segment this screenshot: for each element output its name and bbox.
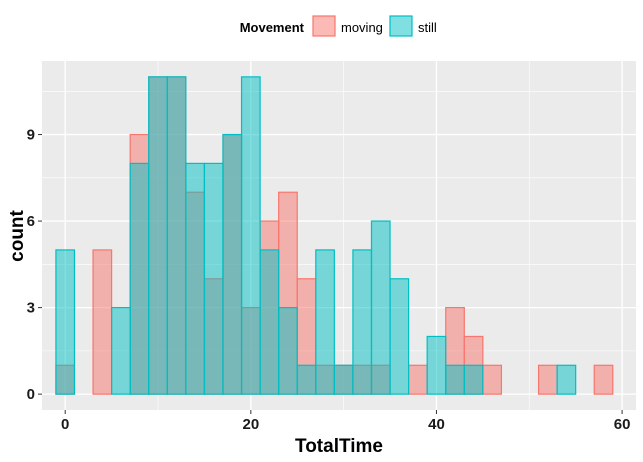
bar-still	[111, 307, 131, 395]
bar-still	[352, 249, 373, 395]
bar-still	[389, 278, 410, 395]
bar-moving	[537, 364, 558, 395]
bar-still	[463, 364, 484, 395]
bar-still	[556, 364, 577, 395]
bar-still	[222, 133, 243, 395]
y-axis: 0 3 6 9	[27, 127, 42, 403]
y-tick-label: 6	[27, 213, 35, 230]
legend-item-still: still	[389, 15, 437, 37]
x-tick-label: 0	[61, 416, 69, 433]
bar-still	[55, 249, 76, 395]
y-tick-label: 9	[27, 127, 35, 144]
bar-still	[315, 249, 335, 395]
bar-moving	[408, 364, 428, 395]
legend-key-moving	[312, 15, 336, 37]
bars-still	[55, 76, 577, 395]
bar-still	[240, 76, 261, 395]
x-tick-label: 20	[242, 416, 259, 433]
bar-still	[426, 335, 447, 395]
legend-item-moving: moving	[312, 15, 383, 37]
legend-key-still	[389, 15, 413, 37]
y-tick-label: 0	[27, 386, 35, 403]
y-tick-label: 3	[27, 300, 35, 317]
legend-label-still: still	[418, 20, 437, 35]
bar-still	[129, 162, 150, 395]
bar-moving	[593, 364, 614, 395]
x-tick-label: 60	[614, 416, 631, 433]
bar-still	[259, 249, 280, 395]
bar-still	[185, 162, 206, 395]
bar-moving	[482, 364, 503, 395]
bar-still	[148, 76, 168, 395]
y-axis-title: count	[7, 209, 28, 261]
legend-title: Movement	[240, 20, 305, 35]
bar-still	[203, 162, 224, 395]
bar-still	[278, 307, 298, 395]
x-tick-label: 40	[428, 416, 445, 433]
bar-moving	[92, 249, 113, 395]
x-axis-title: TotalTime	[295, 436, 383, 457]
bar-still	[166, 76, 187, 395]
bar-still	[296, 364, 317, 395]
bar-still	[333, 364, 354, 395]
bar-still	[370, 220, 391, 395]
x-axis: 0 20 40 60	[61, 410, 630, 433]
legend-label-moving: moving	[341, 20, 383, 35]
bar-still	[445, 364, 465, 395]
legend: Movement moving still	[240, 15, 437, 37]
